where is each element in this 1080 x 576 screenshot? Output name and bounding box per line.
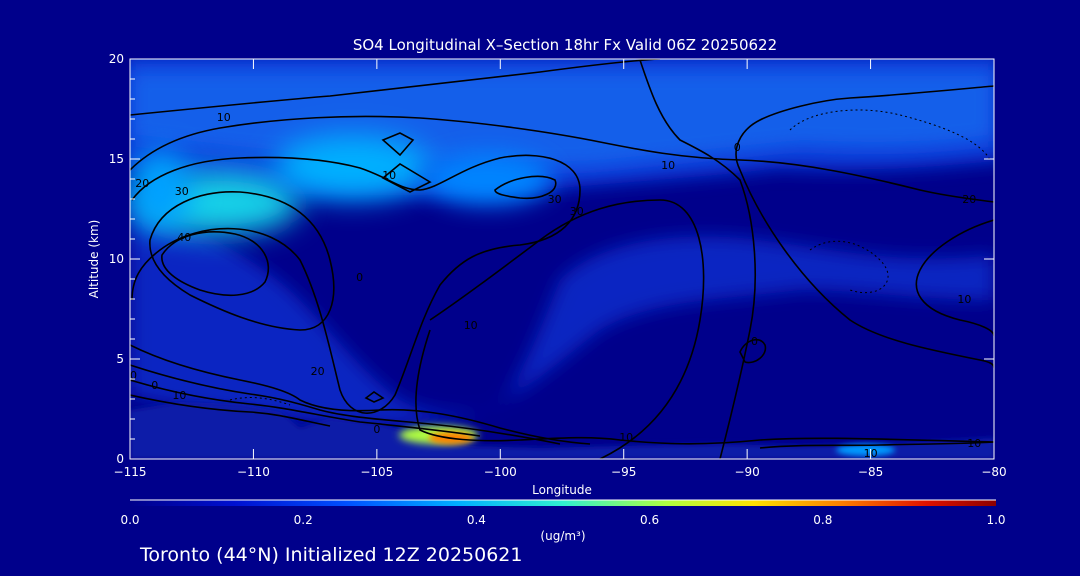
contour-line-0-trough <box>639 59 756 459</box>
contour-label: 0 <box>998 353 1005 366</box>
colorbar-tick-label: 0.4 <box>467 513 486 527</box>
contour-label: 10 <box>172 389 186 402</box>
y-tick-label: 20 <box>109 52 124 66</box>
contour-label: 0 <box>151 379 158 392</box>
contour-line-10-upper <box>130 59 661 116</box>
contour-line-10-mid <box>429 199 705 459</box>
colorbar-tick-label: 0.6 <box>640 513 659 527</box>
contour-label: 30 <box>570 205 584 218</box>
mid-layer <box>130 200 994 425</box>
x-tick-label: −90 <box>734 465 759 479</box>
contour-line-surface-1 <box>130 344 591 445</box>
y-axis-label: Altitude (km) <box>87 220 101 299</box>
colorbar-gradient <box>130 500 996 506</box>
contour-label: 0 <box>734 141 741 154</box>
colorbar-tick-label: 1.0 <box>986 513 1005 527</box>
x-tick-label: −95 <box>611 465 636 479</box>
contour-line-small-loop-d <box>364 391 385 403</box>
chart-title: SO4 Longitudinal X–Section 18hr Fx Valid… <box>353 36 777 54</box>
contour-line-surface-2 <box>130 364 561 445</box>
x-tick-label: −115 <box>114 465 147 479</box>
x-tick-label: −105 <box>360 465 393 479</box>
y-tick-label: 10 <box>109 252 124 266</box>
contour-lines <box>130 59 994 459</box>
axes: −115 −110 −105 −100 −95 −90 −85 −80 0 5 10 15 20 <box>109 52 1007 479</box>
y-tick-label: 15 <box>109 152 124 166</box>
contour-line-30-ring <box>131 154 581 414</box>
negative-contours-dotted <box>229 109 991 406</box>
contour-label: 40 <box>177 231 191 244</box>
contour-label: 20 <box>135 177 149 190</box>
contour-label: 10 <box>661 159 675 172</box>
contour-line-lower-right <box>759 441 994 449</box>
y-tick-label: 5 <box>116 352 124 366</box>
x-tick-label: −110 <box>237 465 270 479</box>
y-tick-label: 0 <box>116 452 124 466</box>
contour-line-10-right <box>915 219 994 337</box>
colorbar-tick-label: 0.0 <box>120 513 139 527</box>
dotted-contour-lower-left <box>229 397 291 406</box>
colorbar-ticks: 0.0 0.2 0.4 0.6 0.8 1.0 <box>120 513 1005 527</box>
x-axis-ticks: −115 −110 −105 −100 −95 −90 −85 −80 <box>114 59 1007 479</box>
contour-line-20-upper <box>130 115 994 203</box>
footer-caption: Toronto (44°N) Initialized 12Z 20250621 <box>139 544 523 566</box>
contour-line-small-loop-a <box>381 132 415 157</box>
x-axis-label: Longitude <box>532 483 592 497</box>
contour-line-surface-4 <box>130 394 331 427</box>
contour-line-small-loop-c <box>494 175 557 200</box>
dotted-contour-mid-right <box>809 240 889 294</box>
x-tick-label: −100 <box>484 465 517 479</box>
contour-label: 10 <box>123 369 137 382</box>
contour-label: 0 <box>373 423 380 436</box>
contour-label: 0 <box>356 271 363 284</box>
concentration-region <box>423 153 553 205</box>
colorbar-tick-label: 0.2 <box>294 513 313 527</box>
contour-line-40-ring <box>149 191 335 331</box>
y-axis-ticks: 0 5 10 15 20 <box>109 52 994 466</box>
concentration-region <box>273 135 432 199</box>
contour-line-surface-3 <box>130 379 481 437</box>
contour-label: 0 <box>751 335 758 348</box>
contour-label: 10 <box>619 431 633 444</box>
contour-label: 20 <box>311 365 325 378</box>
colorbar-tick-label: 0.8 <box>813 513 832 527</box>
contour-label: 10 <box>217 111 231 124</box>
concentration-region <box>836 444 896 456</box>
contour-line-small-loop-e <box>739 338 767 364</box>
contour-label: 30 <box>548 193 562 206</box>
contour-label: 10 <box>464 319 478 332</box>
contour-line-small-loop-b <box>381 163 432 193</box>
contour-label: 20 <box>962 193 976 206</box>
terrain-blob <box>130 402 994 459</box>
contour-label: 10 <box>967 437 981 450</box>
contour-label: 30 <box>175 185 189 198</box>
colorbar-units: (ug/m³) <box>540 529 585 543</box>
contour-line-50-ring <box>161 231 270 297</box>
contour-label: 10 <box>382 169 396 182</box>
x-tick-label: −80 <box>981 465 1006 479</box>
colorbar: 0.0 0.2 0.4 0.6 0.8 1.0 (ug/m³) <box>120 499 1006 543</box>
contour-label: 10 <box>957 293 971 306</box>
x-tick-label: −85 <box>858 465 883 479</box>
contour-line-0-right <box>735 85 994 369</box>
